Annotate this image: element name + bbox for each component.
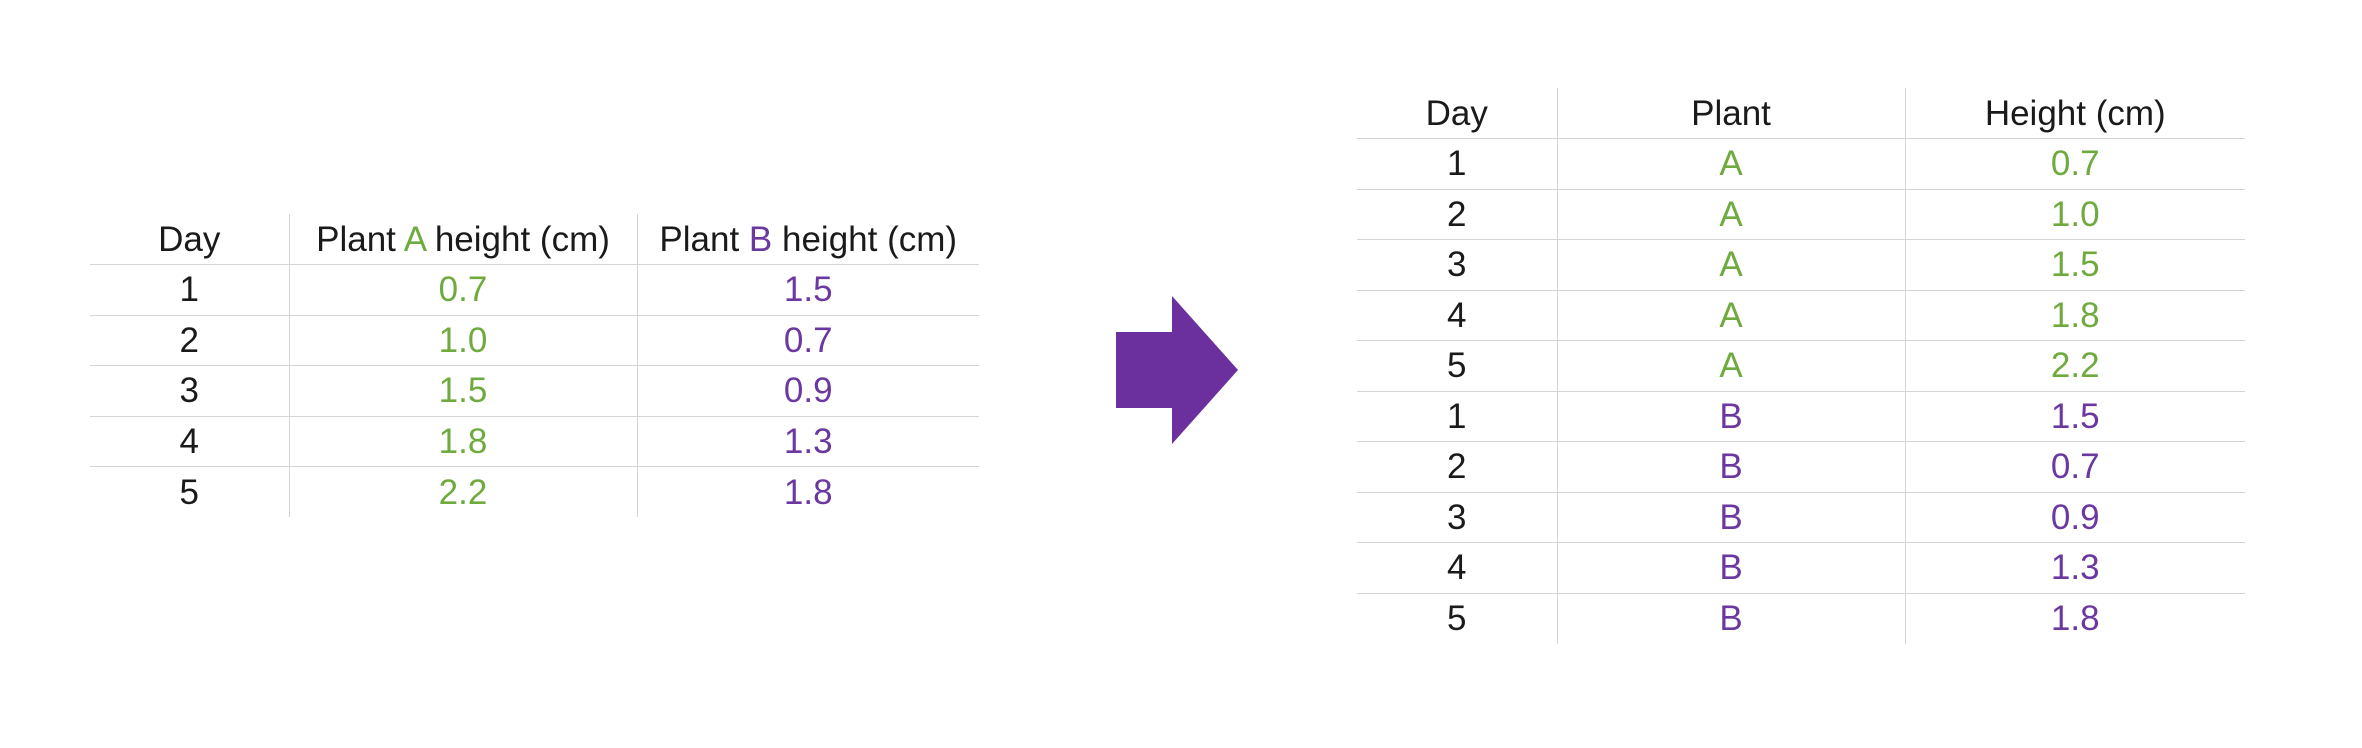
long-table-row: 3 B 0.9 — [1357, 491, 2245, 543]
wide-header-plant-b-prefix: Plant — [659, 219, 749, 259]
long-cell-plant: B — [1556, 542, 1905, 593]
long-cell-plant: A — [1556, 138, 1905, 189]
wide-cell-plant-a-height: 1.5 — [288, 365, 637, 416]
long-table-row: 4 A 1.8 — [1357, 289, 2245, 341]
long-cell-plant: B — [1556, 592, 1905, 644]
wide-table-row: 4 1.8 1.3 — [90, 415, 979, 467]
long-table-row: 1 A 0.7 — [1357, 138, 2245, 189]
long-header-plant: Plant — [1556, 88, 1905, 139]
long-table-row: 5 B 1.8 — [1357, 592, 2245, 644]
wide-cell-plant-b-height: 0.9 — [636, 365, 979, 416]
long-cell-height: 1.5 — [1904, 239, 2245, 290]
long-cell-height: 1.3 — [1904, 542, 2245, 593]
long-cell-plant: B — [1556, 491, 1905, 543]
long-cell-day: 2 — [1357, 188, 1557, 240]
long-cell-height: 0.7 — [1904, 441, 2245, 492]
long-cell-day: 1 — [1357, 138, 1557, 189]
long-table-row: 2 B 0.7 — [1357, 441, 2245, 492]
long-cell-plant: A — [1556, 340, 1905, 391]
long-cell-day: 3 — [1357, 239, 1557, 290]
long-table-row: 2 A 1.0 — [1357, 188, 2245, 240]
long-cell-day: 1 — [1357, 390, 1557, 442]
wide-cell-plant-a-height: 1.0 — [288, 314, 637, 366]
long-cell-day: 5 — [1357, 340, 1557, 391]
wide-header-plant-a: Plant A height (cm) — [288, 214, 637, 265]
long-cell-plant: B — [1556, 441, 1905, 492]
long-table-row: 1 B 1.5 — [1357, 390, 2245, 442]
long-cell-day: 5 — [1357, 592, 1557, 644]
wide-cell-day: 1 — [90, 264, 289, 315]
long-cell-height: 2.2 — [1904, 340, 2245, 391]
wide-table-row: 2 1.0 0.7 — [90, 314, 979, 366]
long-header-row: Day Plant Height (cm) — [1357, 88, 2245, 139]
wide-header-plant-b-letter: B — [748, 219, 773, 259]
long-cell-plant: A — [1556, 289, 1905, 341]
wide-cell-day: 5 — [90, 466, 289, 517]
wide-header-row: Day Plant A height (cm) Plant B height (… — [90, 214, 979, 265]
wide-cell-plant-b-height: 1.5 — [636, 264, 979, 315]
long-cell-height: 1.5 — [1904, 390, 2245, 442]
long-table-row: 5 A 2.2 — [1357, 340, 2245, 391]
long-cell-height: 0.9 — [1904, 491, 2245, 543]
long-cell-plant: A — [1556, 188, 1905, 240]
wide-table-row: 5 2.2 1.8 — [90, 466, 979, 517]
long-cell-height: 0.7 — [1904, 138, 2245, 189]
wide-table-row: 1 0.7 1.5 — [90, 264, 979, 315]
long-cell-height: 1.0 — [1904, 188, 2245, 240]
long-header-day: Day — [1425, 93, 1488, 133]
wide-cell-plant-b-height: 0.7 — [636, 314, 979, 366]
wide-header-plant-a-letter: A — [403, 219, 426, 259]
long-table-row: 4 B 1.3 — [1357, 542, 2245, 593]
wide-cell-day: 3 — [90, 365, 289, 416]
long-cell-plant: A — [1556, 239, 1905, 290]
wide-header-plant-b: Plant B height (cm) — [636, 214, 979, 265]
wide-cell-plant-a-height: 1.8 — [288, 415, 637, 467]
wide-cell-plant-b-height: 1.3 — [636, 415, 979, 467]
wide-format-table: Day Plant A height (cm) Plant B height (… — [90, 214, 979, 517]
long-cell-height: 1.8 — [1904, 289, 2245, 341]
long-cell-plant: B — [1556, 390, 1905, 442]
wide-header-plant-b-suffix: height (cm) — [772, 219, 958, 259]
wide-cell-plant-a-height: 2.2 — [288, 466, 637, 517]
long-cell-day: 2 — [1357, 441, 1557, 492]
long-cell-day: 3 — [1357, 491, 1557, 543]
wide-cell-day: 2 — [90, 314, 289, 366]
long-format-table: Day Plant Height (cm) 1 A 0.7 2 A 1.0 3 … — [1357, 88, 2245, 644]
wide-header-plant-a-suffix: height (cm) — [425, 219, 610, 259]
wide-header-plant-a-prefix: Plant — [316, 219, 404, 259]
long-cell-height: 1.8 — [1904, 592, 2245, 644]
wide-header-day: Day — [158, 219, 221, 259]
wide-table-row: 3 1.5 0.9 — [90, 365, 979, 416]
wide-cell-plant-b-height: 1.8 — [636, 466, 979, 517]
long-table-row: 3 A 1.5 — [1357, 239, 2245, 290]
wide-cell-plant-a-height: 0.7 — [288, 264, 637, 315]
right-arrow-icon — [1116, 296, 1238, 444]
long-cell-day: 4 — [1357, 289, 1557, 341]
wide-cell-day: 4 — [90, 415, 289, 467]
long-cell-day: 4 — [1357, 542, 1557, 593]
long-header-height: Height (cm) — [1904, 88, 2245, 139]
